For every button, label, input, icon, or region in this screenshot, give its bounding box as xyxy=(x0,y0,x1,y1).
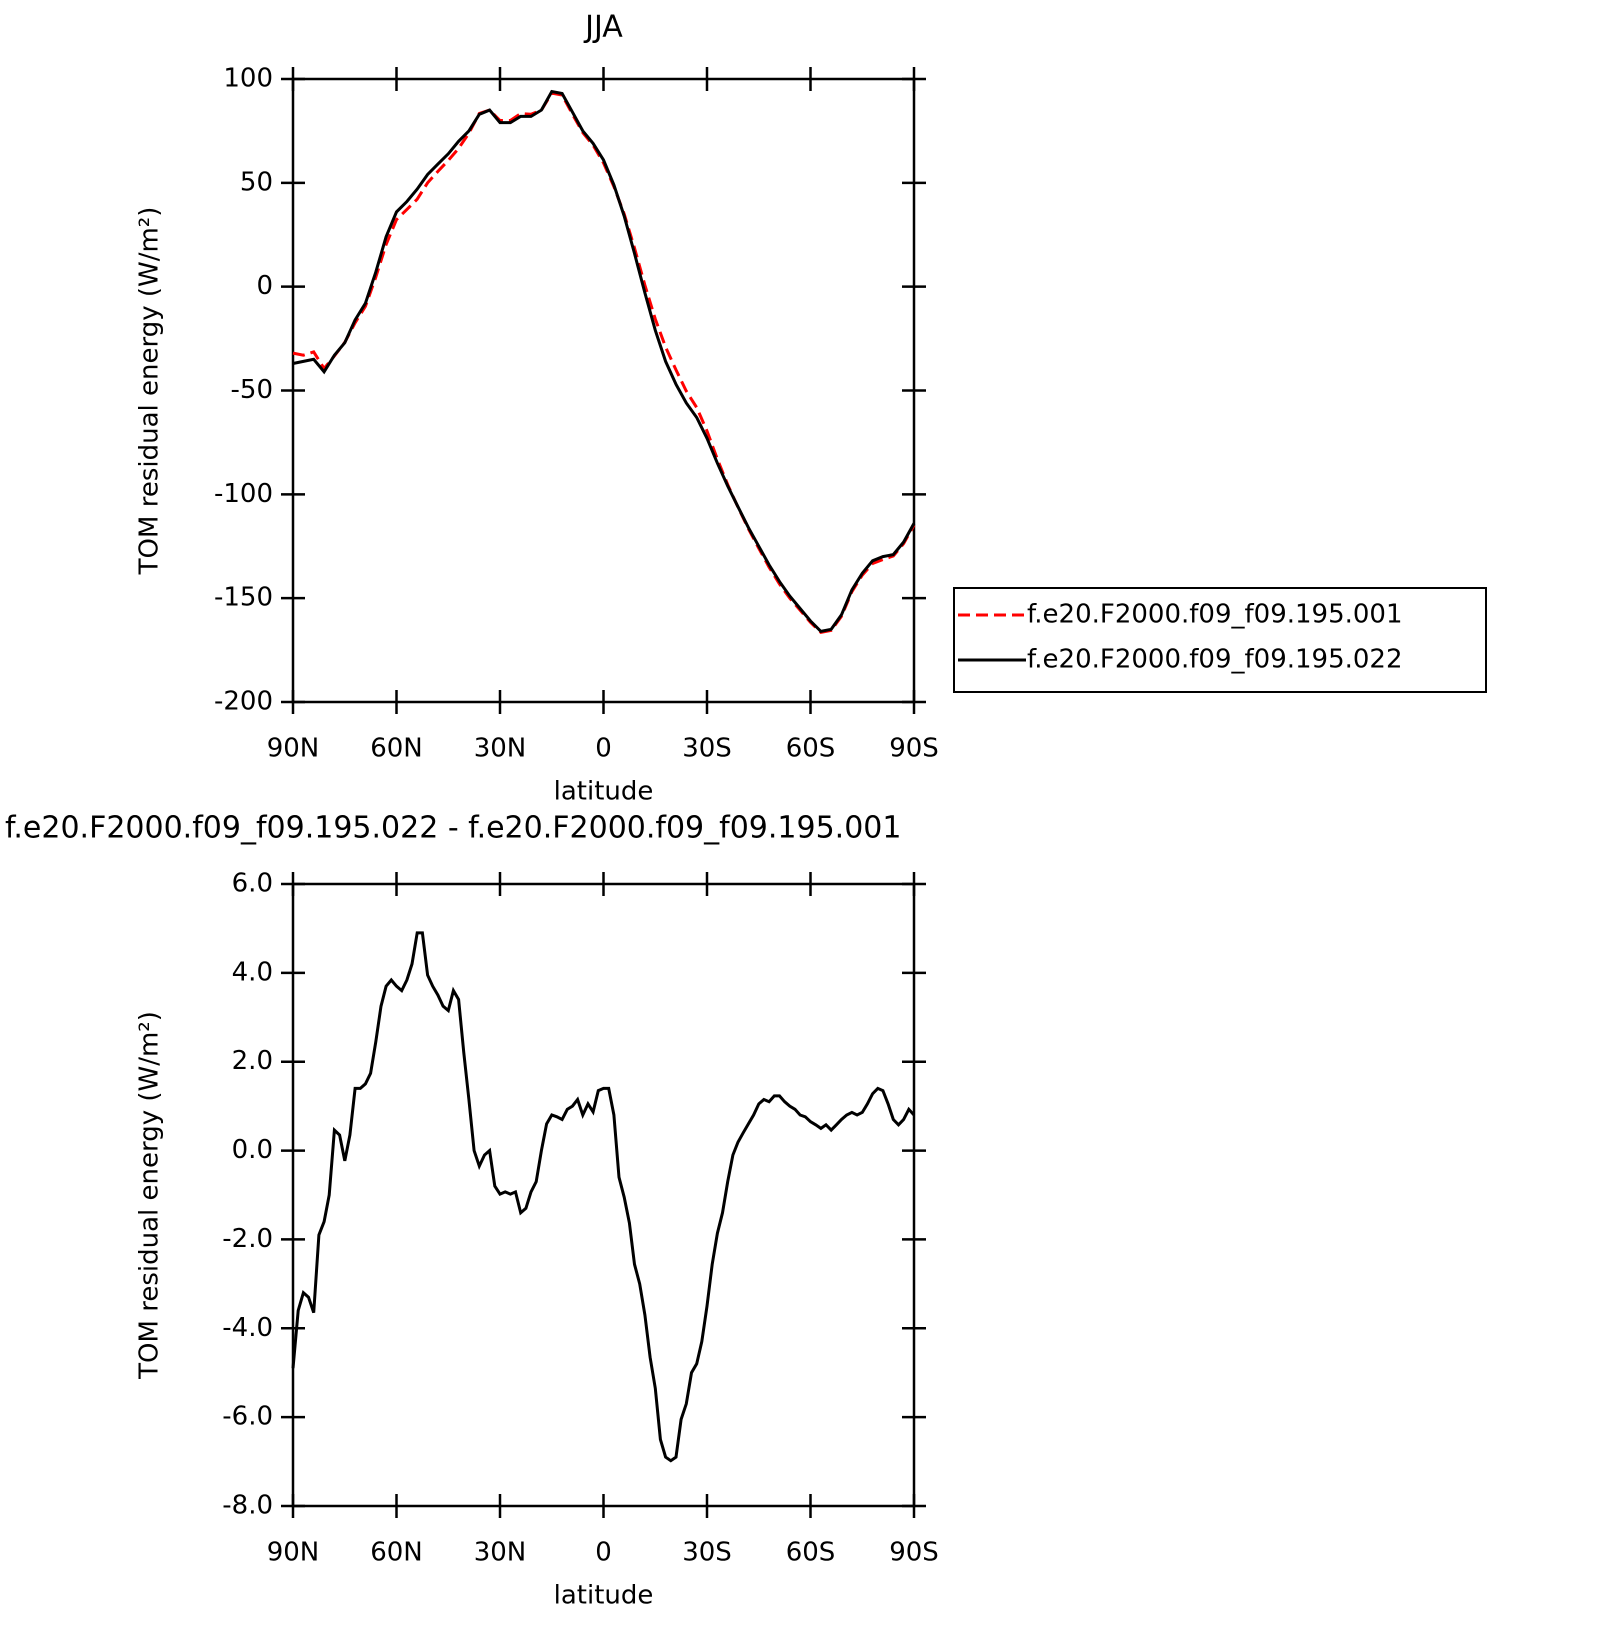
y-tick-label: -150 xyxy=(214,583,273,613)
x-tick-label: 30S xyxy=(682,1538,732,1568)
y-tick-label: 50 xyxy=(240,167,273,197)
x-tick-label: 90N xyxy=(267,734,320,764)
y-tick-label: 2.0 xyxy=(232,1046,273,1076)
x-tick-label: 90N xyxy=(267,1538,320,1568)
x-axis-label: latitude xyxy=(554,1581,654,1611)
y-tick-label: 100 xyxy=(223,64,273,94)
x-tick-label: 60S xyxy=(786,1538,836,1568)
y-axis-label: TOM residual energy (W/m²) xyxy=(135,1011,165,1380)
plot-frame xyxy=(291,882,916,1508)
x-tick-label: 60N xyxy=(370,1538,423,1568)
chart-title: JJA xyxy=(583,10,623,45)
x-tick-label: 60N xyxy=(370,734,423,764)
data-line xyxy=(292,91,916,635)
legend-label: f.e20.F2000.f09_f09.195.022 xyxy=(1027,645,1403,675)
y-tick-label: -200 xyxy=(214,687,273,717)
chart-title: f.e20.F2000.f09_f09.195.022 - f.e20.F200… xyxy=(5,811,901,846)
y-tick-label: -4.0 xyxy=(222,1313,273,1343)
x-tick-label: 90S xyxy=(889,1538,939,1568)
panel: f.e20.F2000.f09_f09.195.022 - f.e20.F200… xyxy=(5,811,939,1611)
x-tick-label: 0 xyxy=(595,1538,612,1568)
x-tick-label: 30N xyxy=(474,734,527,764)
y-tick-label: -2.0 xyxy=(222,1224,273,1254)
x-tick-label: 30N xyxy=(474,1538,527,1568)
x-tick-label: 30S xyxy=(682,734,732,764)
x-axis-label: latitude xyxy=(554,777,654,807)
y-tick-label: 4.0 xyxy=(232,957,273,987)
legend-label: f.e20.F2000.f09_f09.195.001 xyxy=(1027,600,1403,630)
y-tick-label: 6.0 xyxy=(232,869,273,899)
y-tick-label: -100 xyxy=(214,479,273,509)
y-axis-label: TOM residual energy (W/m²) xyxy=(135,207,165,576)
data-line xyxy=(291,931,916,1463)
y-tick-label: 0.0 xyxy=(232,1135,273,1165)
y-tick-label: -50 xyxy=(231,375,273,405)
x-tick-label: 90S xyxy=(889,734,939,764)
panel: JJA -200 -150 -100 -50 0 50 100 90N 60N 30N 0 30S 60S… xyxy=(135,10,1487,807)
x-tick-label: 60S xyxy=(786,734,836,764)
y-tick-label: 0 xyxy=(256,271,273,301)
y-tick-label: -8.0 xyxy=(222,1491,273,1521)
x-tick-label: 0 xyxy=(595,734,612,764)
legend-box xyxy=(953,587,1487,693)
plot-frame xyxy=(291,77,916,704)
data-line xyxy=(292,89,916,634)
y-tick-label: -6.0 xyxy=(222,1402,273,1432)
